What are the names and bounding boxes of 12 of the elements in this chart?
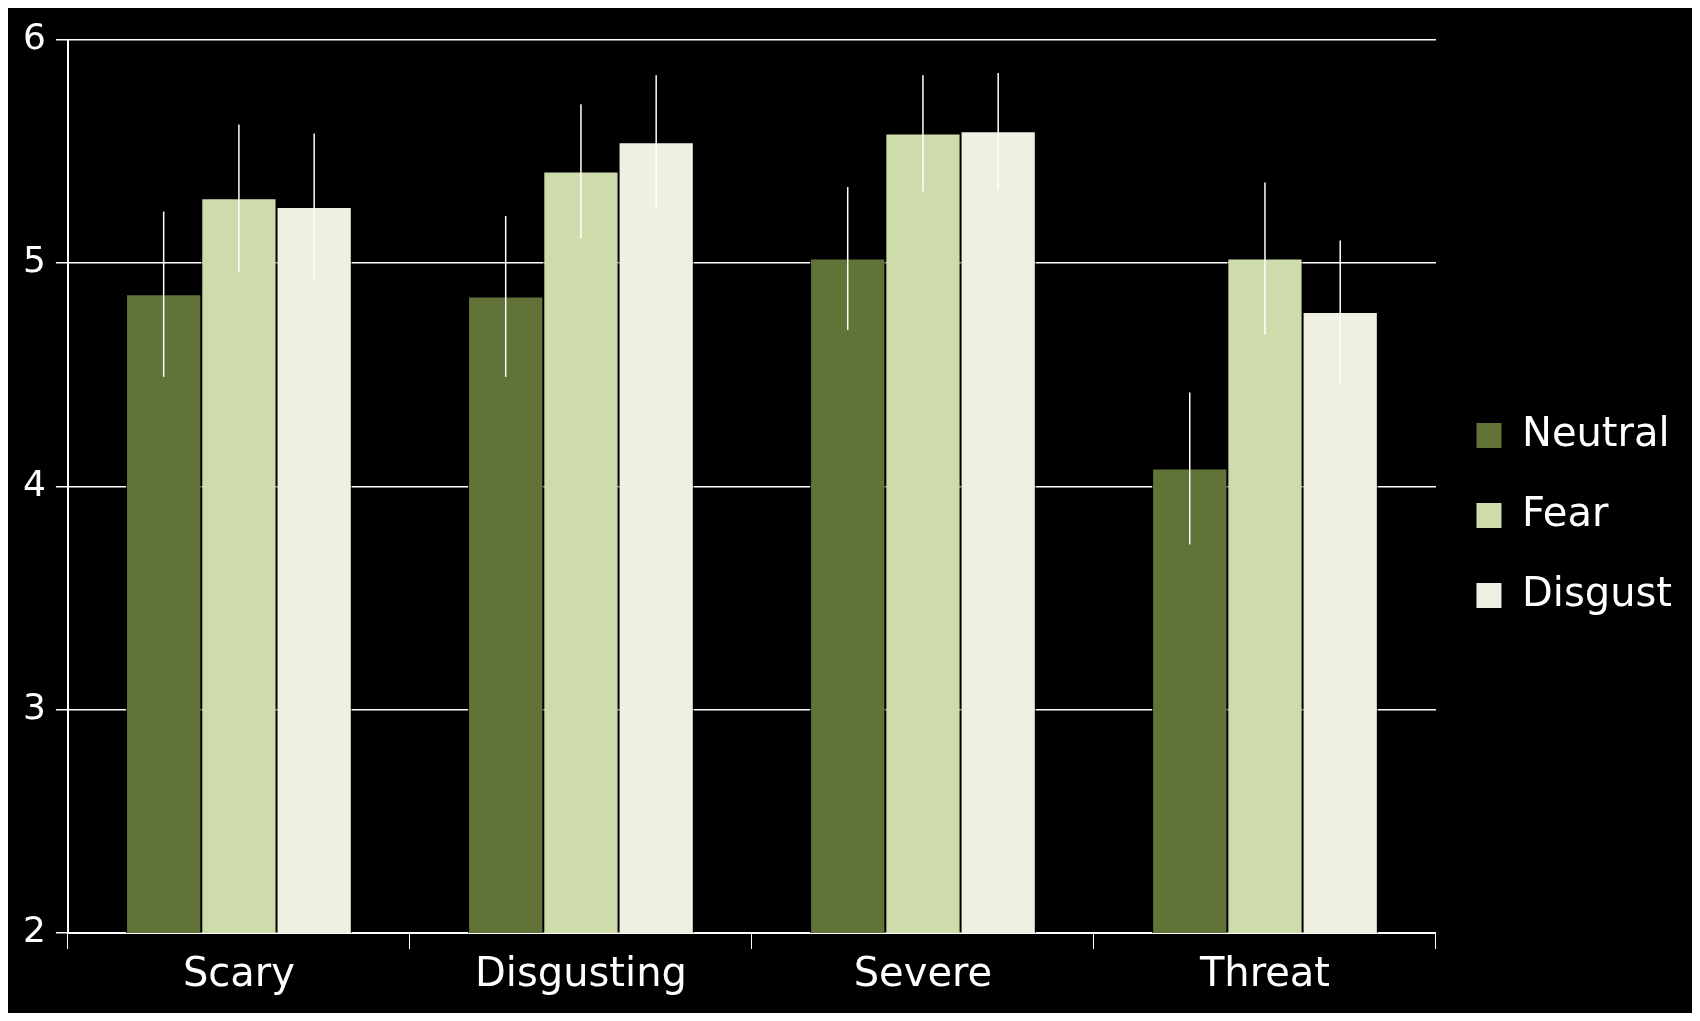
- x-tick-label: Threat: [1198, 949, 1331, 996]
- legend-label: Fear: [1521, 488, 1609, 535]
- x-tick-label: Scary: [182, 949, 295, 996]
- x-tick-label: Severe: [853, 949, 993, 996]
- legend-label: Disgust: [1521, 568, 1673, 615]
- x-tick-label: Disgusting: [475, 949, 687, 996]
- y-tick-label: 6: [23, 15, 46, 57]
- y-tick-label: 2: [23, 909, 46, 951]
- y-tick-label: 3: [23, 686, 46, 728]
- y-tick-label: 4: [23, 462, 46, 504]
- y-tick-label: 5: [23, 239, 46, 281]
- legend-label: Neutral: [1521, 408, 1670, 455]
